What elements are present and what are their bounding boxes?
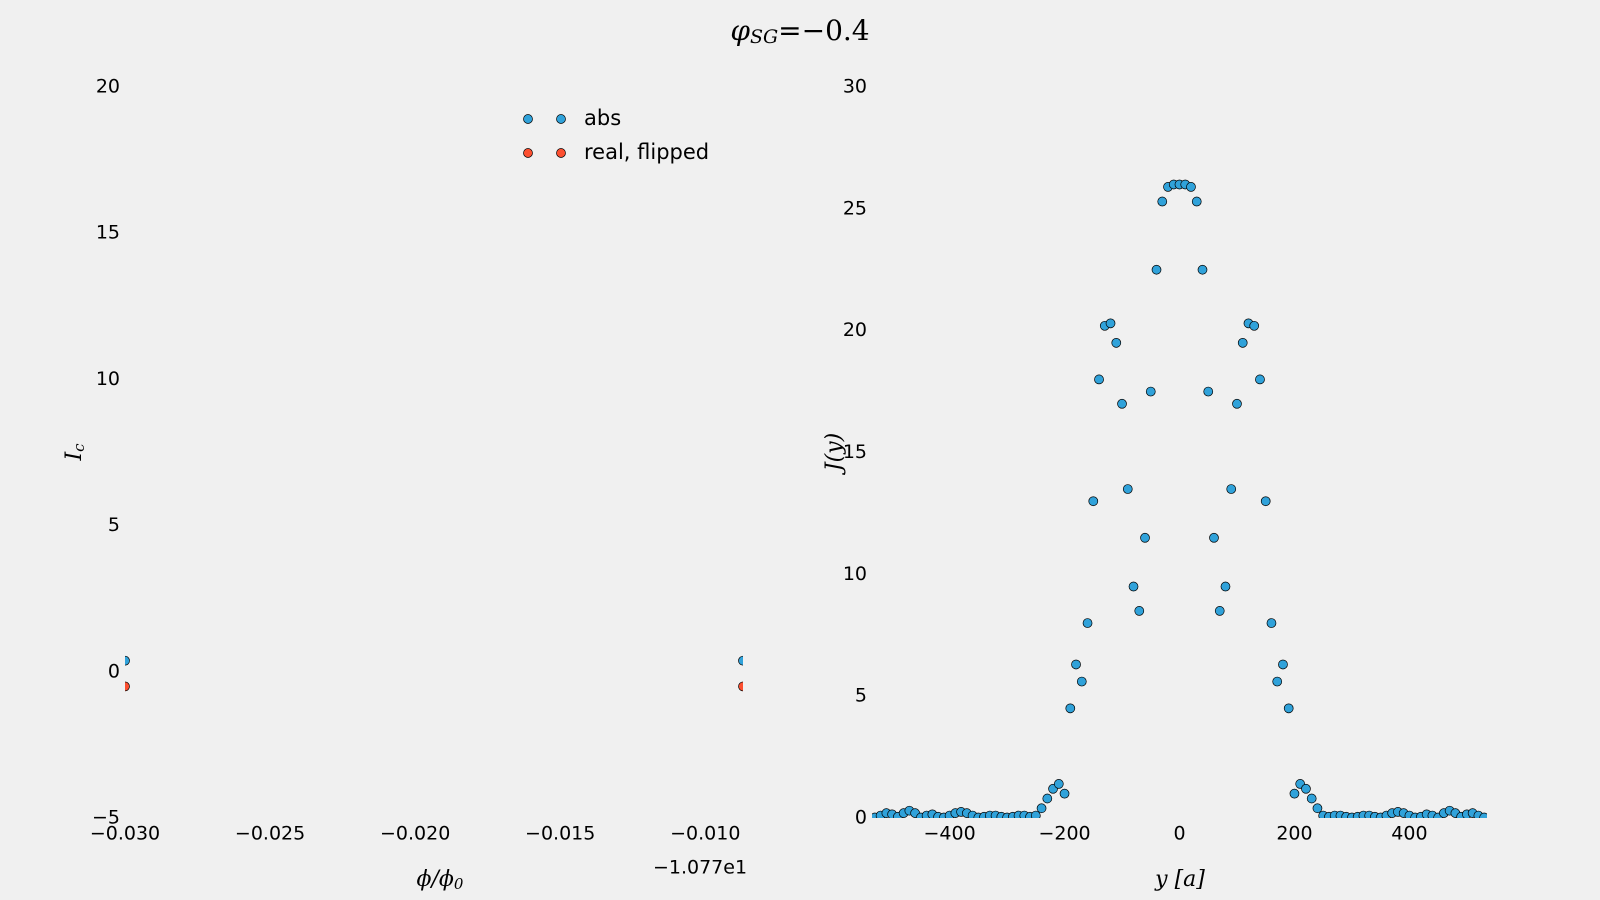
data-point [1232,398,1242,409]
plot-area [125,655,743,692]
y-axis-label: J(y) [822,433,847,475]
x-tick-label: 200 [1276,823,1312,845]
data-point [1186,182,1196,192]
y-tick-label: 20 [96,76,120,98]
data-point [1128,581,1139,592]
data-point [1053,779,1064,789]
data-point [1301,783,1311,794]
data-point [1209,532,1219,543]
y-tick-label: 25 [843,197,867,219]
data-point [1140,532,1150,543]
data-point [1197,264,1208,275]
y-tick-label: −5 [92,807,120,829]
legend-marker [523,114,533,124]
data-point [1157,196,1168,207]
legend-marker [556,148,566,158]
data-point [1122,484,1133,494]
y-tick-label: 20 [843,319,867,341]
data-point [1479,812,1487,818]
legend-marker [523,148,533,158]
y-tick-label: 30 [843,76,867,98]
x-tick-label: −0.030 [90,823,160,845]
data-point [1076,676,1087,687]
data-point [1289,788,1300,799]
data-point [1249,320,1260,331]
x-tick-label: −0.010 [670,823,740,845]
data-point [1266,618,1277,628]
y-tick-label: 10 [843,563,867,585]
x-axis-label: ϕ/ϕ0 [417,867,464,893]
y-tick-label: 0 [855,807,867,829]
y-tick-label: 15 [843,441,867,463]
x-tick-label: −400 [923,823,975,845]
data-point [1065,703,1076,714]
data-point [1151,264,1162,275]
data-point [1036,803,1047,814]
data-point [738,655,743,666]
legend-label: real, flipped [584,140,709,164]
data-point [1030,810,1041,818]
data-point [1042,793,1053,804]
data-point [1278,659,1288,670]
data-point [1226,484,1237,494]
data-point [1134,606,1145,616]
plot-area [872,179,1487,818]
data-point [1082,618,1093,628]
data-point [1214,606,1225,616]
x-tick-label: −0.020 [380,823,450,845]
data-point [125,655,130,666]
data-point [125,681,130,692]
data-point [1237,338,1248,348]
data-point [1191,196,1202,207]
data-point [1203,386,1214,397]
data-point [1255,374,1265,385]
figure-title: φSG=−0.4 [730,14,869,49]
data-point [1220,581,1231,592]
x-tick-label: −0.015 [525,823,595,845]
data-point [1283,703,1294,714]
data-point [1088,496,1099,507]
data-point [1117,398,1127,409]
data-point [1272,676,1283,687]
y-tick-label: 10 [96,368,120,390]
data-point [1094,374,1104,385]
y-tick-label: 15 [96,222,120,244]
y-tick-label: 0 [108,660,120,682]
data-point [1312,803,1323,814]
data-point [1306,793,1317,804]
y-tick-label: 5 [855,685,867,707]
x-tick-label: −200 [1038,823,1090,845]
legend-label: abs [584,106,621,130]
data-point [1105,318,1116,329]
x-offset-label: −1.077e1 [653,857,747,879]
data-point [1059,788,1070,799]
legend-marker [556,114,566,124]
y-axis-label: Ic [62,443,88,462]
data-point [1071,659,1081,670]
data-point [1260,496,1271,507]
data-point [1145,386,1156,397]
x-tick-label: −0.025 [235,823,305,845]
x-tick-label: 0 [1173,823,1185,845]
data-point [738,681,743,692]
data-point [1111,338,1122,348]
y-tick-label: 5 [108,514,120,536]
x-tick-label: 400 [1391,823,1427,845]
x-axis-label: y [a] [1154,867,1205,892]
